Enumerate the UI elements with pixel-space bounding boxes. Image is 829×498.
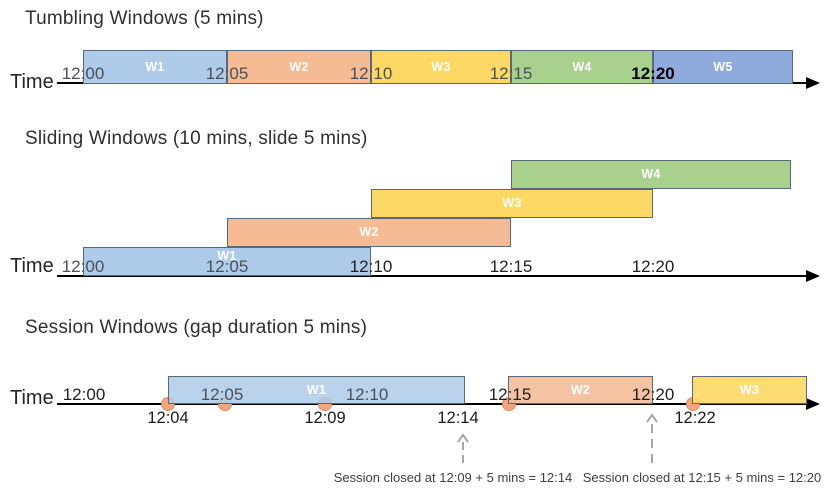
tumbling-time-axis-label: Time	[10, 71, 54, 93]
session-tick-1210: 12:10	[345, 385, 389, 404]
tumbling-window-w4-label: W4	[572, 59, 592, 74]
session-close-arrow-2-icon	[646, 413, 658, 463]
tumbling-section-title: Tumbling Windows (5 mins)	[25, 8, 264, 29]
session-timeline	[57, 403, 807, 405]
sliding-timeline-arrowhead-icon	[806, 270, 820, 282]
sliding-window-w1-label: W1	[217, 249, 237, 264]
session-window-w3: W3	[692, 376, 807, 404]
tumbling-tick-1205: 12:05	[205, 64, 249, 83]
session-window-w3-label: W3	[739, 382, 760, 397]
session-window-w2: W2	[508, 376, 653, 404]
tumbling-window-w2: W2	[227, 50, 371, 84]
session-tick-1205: 12:05	[200, 385, 244, 404]
session-window-w1-label: W1	[306, 382, 327, 397]
tumbling-window-w4: W4	[511, 50, 653, 84]
tumbling-window-w5-label: W5	[713, 59, 733, 74]
session-time-axis-label: Time	[10, 387, 54, 409]
tumbling-timeline-arrowhead-icon	[806, 77, 820, 89]
sliding-tick-1200: 12:00	[61, 257, 105, 276]
tumbling-window-w5: W5	[653, 50, 793, 84]
tumbling-window-w1: W1	[83, 50, 227, 84]
sliding-window-w1: W1	[83, 247, 371, 276]
event-time-1204: 12:04	[147, 409, 189, 427]
session-close-caption-2: Session closed at 12:15 + 5 mins = 12:20	[582, 470, 822, 485]
tumbling-tick-1220: 12:20	[631, 64, 675, 83]
session-tick-1215: 12:15	[488, 385, 532, 404]
sliding-window-w3: W3	[371, 189, 653, 218]
sliding-window-w2-label: W2	[359, 225, 379, 240]
event-time-1214: 12:14	[437, 409, 479, 427]
session-tick-1200: 12:00	[62, 385, 106, 404]
sliding-window-w4-label: W4	[641, 167, 661, 182]
session-close-arrow-1-icon	[457, 433, 469, 463]
session-window-w1: W1	[168, 376, 465, 404]
tumbling-window-w3-label: W3	[431, 59, 451, 74]
sliding-tick-1205: 12:05	[205, 257, 249, 276]
sliding-tick-1210: 12:10	[349, 257, 393, 276]
tumbling-tick-1215: 12:15	[489, 64, 533, 83]
sliding-window-w3-label: W3	[502, 196, 522, 211]
event-time-1222: 12:22	[674, 409, 716, 427]
event-time-1209: 12:09	[304, 409, 346, 427]
tumbling-tick-1200: 12:00	[61, 64, 105, 83]
sliding-tick-1215: 12:15	[489, 257, 533, 276]
tumbling-tick-1210: 12:10	[349, 64, 393, 83]
sliding-window-w4: W4	[511, 160, 791, 189]
tumbling-window-w1-label: W1	[145, 59, 165, 74]
session-window-w2-label: W2	[570, 382, 591, 397]
session-close-caption-1: Session closed at 12:09 + 5 mins = 12:14	[333, 470, 573, 485]
tumbling-window-w3: W3	[371, 50, 511, 84]
sliding-section-title: Sliding Windows (10 mins, slide 5 mins)	[25, 128, 368, 149]
sliding-timeline	[57, 275, 807, 277]
session-tick-1220: 12:20	[631, 385, 675, 404]
session-section-title: Session Windows (gap duration 5 mins)	[25, 317, 368, 338]
sliding-window-w2: W2	[227, 218, 511, 247]
sliding-tick-1220: 12:20	[631, 257, 675, 276]
sliding-time-axis-label: Time	[10, 255, 54, 277]
session-timeline-arrowhead-icon	[806, 398, 820, 410]
tumbling-window-w2-label: W2	[289, 59, 309, 74]
